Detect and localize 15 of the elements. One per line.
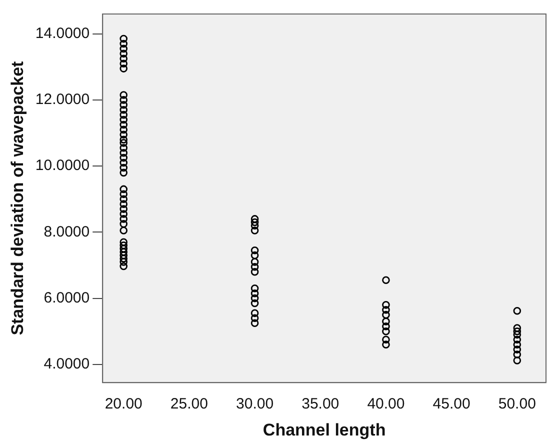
x-tick-label: 25.00 bbox=[170, 396, 208, 413]
x-axis-title: Channel length bbox=[262, 420, 386, 440]
x-tick-label: 30.00 bbox=[236, 396, 274, 413]
y-axis-title: Standard deviation of wavepacket bbox=[8, 60, 27, 336]
y-tick-label: 14.0000 bbox=[35, 24, 90, 42]
x-tick-label: 40.00 bbox=[367, 396, 405, 413]
x-tick-label: 45.00 bbox=[432, 396, 470, 413]
x-tick-label: 35.00 bbox=[302, 396, 340, 413]
y-tick-label: 12.0000 bbox=[35, 91, 90, 108]
x-tick-label: 50.00 bbox=[498, 396, 536, 413]
y-tick-label: 10.0000 bbox=[35, 157, 90, 174]
y-tick-label: 8.0000 bbox=[44, 223, 90, 240]
y-tick-label: 4.0000 bbox=[44, 356, 90, 373]
x-tick-label: 20.00 bbox=[104, 396, 142, 413]
y-tick-label: 6.0000 bbox=[44, 289, 90, 306]
